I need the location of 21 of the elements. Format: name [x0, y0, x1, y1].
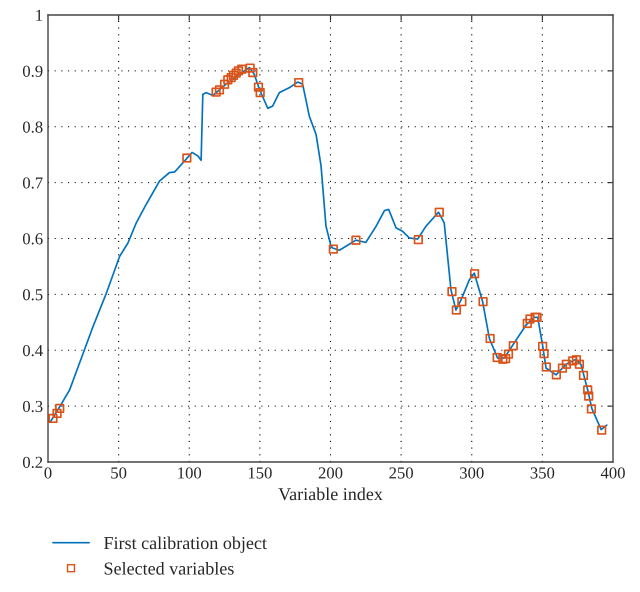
x-tick-label: 150 [248, 467, 272, 479]
y-tick-label: 0.5 [22, 289, 42, 300]
x-tick-label: 350 [530, 467, 554, 479]
x-tick-label: 200 [318, 467, 342, 479]
legend-label: First calibration object [104, 536, 267, 553]
x-tick-label: 300 [460, 467, 484, 479]
legend-label: Selected variables [104, 562, 234, 575]
y-tick-label: 1 [36, 10, 42, 21]
y-tick-label: 0.9 [22, 66, 42, 77]
x-tick-label: 100 [178, 467, 202, 479]
y-tick-label: 0.3 [22, 400, 42, 412]
y-tick-label: 0.8 [22, 121, 43, 133]
y-tick-label: 0.4 [22, 344, 43, 356]
x-tick-label: 250 [389, 467, 413, 479]
x-tick-label: 50 [111, 467, 126, 479]
x-tick-label: 0 [44, 467, 52, 479]
y-tick-label: 0.6 [22, 233, 43, 245]
x-tick-label: 400 [600, 467, 625, 479]
y-tick-label: 0.7 [22, 177, 43, 189]
y-tick-label: 0.2 [22, 456, 42, 468]
x-axis-title: Variable index [278, 488, 383, 500]
